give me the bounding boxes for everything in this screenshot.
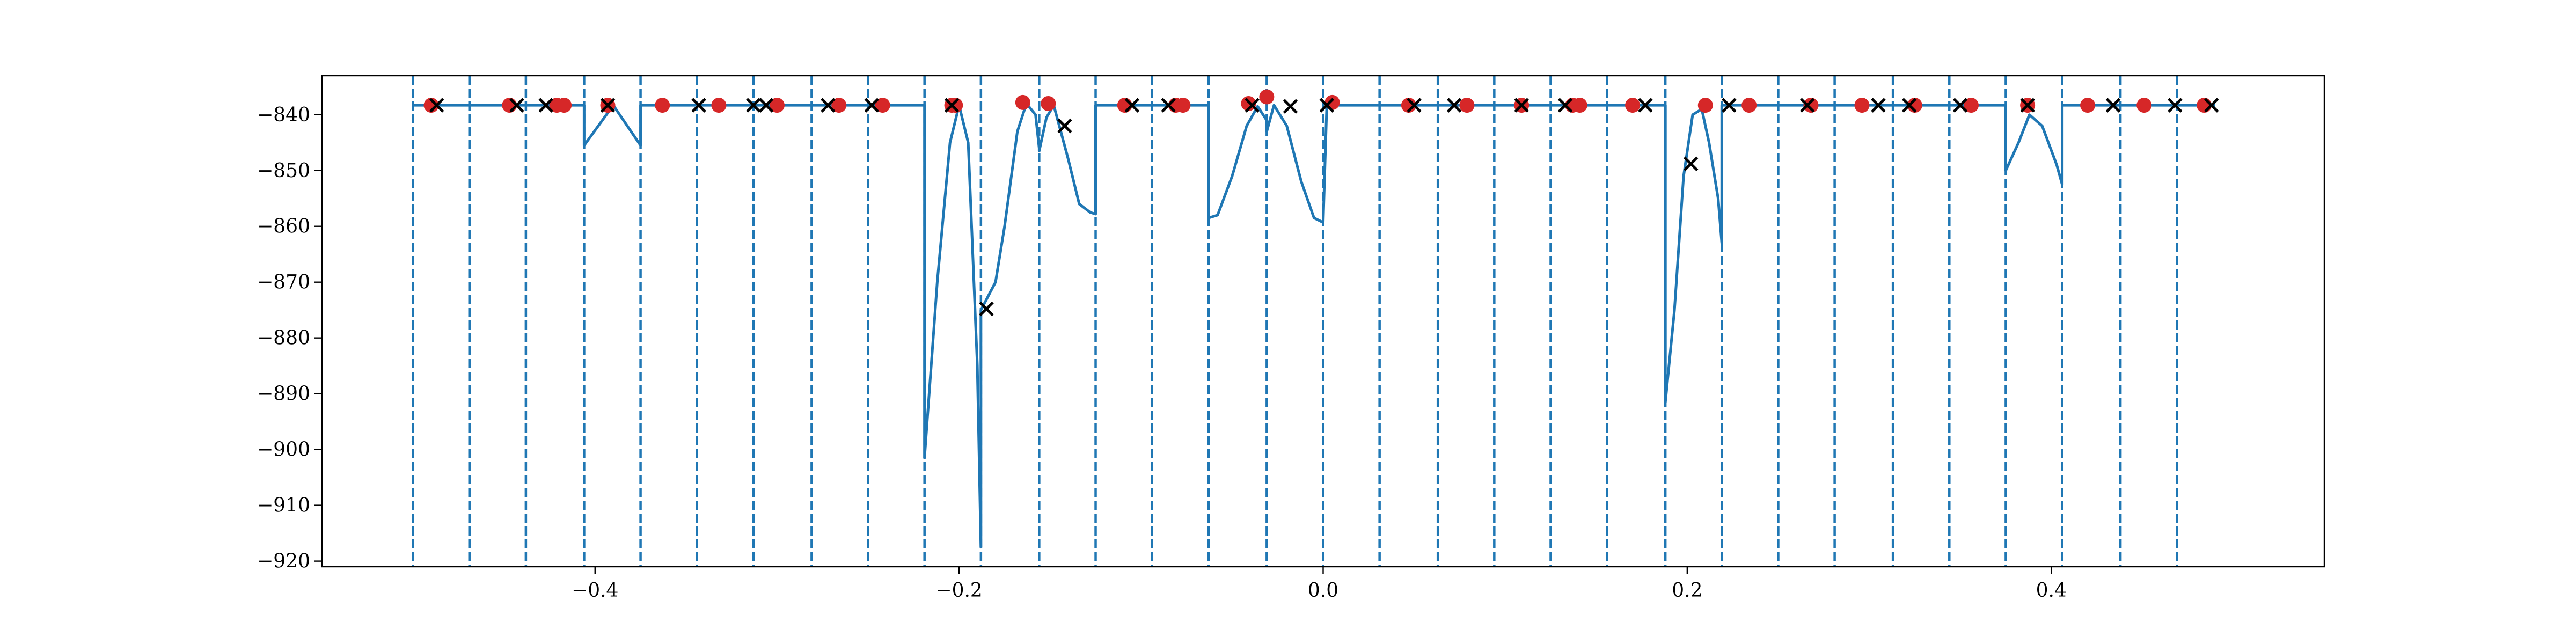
cross-point-19: [1514, 98, 1529, 113]
red-point-series: [423, 89, 2212, 113]
cross-point-22: [1683, 156, 1699, 172]
cross-point-series: [429, 98, 2219, 317]
red-point-24: [1572, 98, 1587, 113]
x-tick-label-0: −0.4: [572, 580, 618, 602]
cross-point-26: [1901, 98, 1917, 113]
cross-point-13: [1161, 98, 1176, 113]
red-point-14: [1117, 98, 1132, 113]
red-point-31: [1963, 98, 1979, 113]
y-tick-label-3: −870: [257, 272, 310, 294]
cross-point-11: [1057, 118, 1072, 134]
y-tick-label-4: −880: [257, 327, 310, 349]
cross-point-30: [2168, 98, 2183, 113]
red-point-28: [1803, 98, 1819, 113]
red-point-17: [1241, 96, 1256, 111]
cross-point-12: [1124, 98, 1140, 113]
y-tick-label-5: −890: [257, 383, 310, 405]
red-point-18: [1259, 89, 1275, 105]
red-point-3: [557, 98, 572, 113]
x-axis-ticks: −0.4 −0.2 0.0 0.2 0.4: [572, 567, 2067, 602]
cross-point-20: [1557, 98, 1573, 113]
cross-point-27: [1952, 98, 1968, 113]
red-point-25: [1625, 98, 1641, 113]
red-point-19: [1324, 94, 1340, 110]
red-point-9: [875, 98, 890, 113]
cross-point-4: [691, 98, 706, 113]
red-point-12: [1015, 94, 1030, 110]
red-point-34: [2136, 98, 2152, 113]
cross-point-10: [979, 301, 994, 317]
cross-point-23: [1722, 98, 1737, 113]
cross-point-16: [1319, 98, 1335, 113]
cross-point-8: [864, 98, 880, 113]
x-tick-label-3: 0.2: [1672, 580, 1702, 602]
cross-point-7: [821, 98, 836, 113]
cross-point-28: [2020, 98, 2035, 113]
red-point-13: [1041, 96, 1056, 111]
cross-point-31: [2204, 98, 2219, 113]
cross-point-1: [509, 98, 524, 113]
red-point-20: [1401, 98, 1416, 113]
y-tick-label-2: −860: [257, 216, 310, 238]
red-point-6: [711, 98, 727, 113]
y-tick-label-1: −850: [257, 160, 310, 182]
cross-point-9: [944, 98, 960, 113]
y-tick-label-0: −840: [257, 104, 310, 126]
red-point-21: [1459, 98, 1475, 113]
cross-point-25: [1871, 98, 1886, 113]
cross-point-14: [1245, 98, 1260, 113]
cross-point-29: [2105, 98, 2121, 113]
red-point-33: [2080, 98, 2096, 113]
cross-point-6: [758, 98, 774, 113]
red-point-29: [1854, 98, 1870, 113]
red-point-0: [423, 98, 439, 113]
x-tick-label-2: 0.0: [1308, 580, 1338, 602]
red-point-35: [2197, 98, 2212, 113]
red-point-8: [831, 98, 847, 113]
red-point-26: [1697, 98, 1713, 113]
y-axis-ticks: −840 −850 −860 −870 −880 −890 −900 −910 −920: [257, 104, 322, 573]
cross-point-21: [1638, 98, 1653, 113]
cross-point-3: [600, 98, 616, 113]
red-point-1: [502, 98, 517, 113]
red-point-16: [1175, 98, 1191, 113]
cross-point-2: [538, 98, 553, 113]
red-point-11: [948, 98, 963, 113]
red-point-30: [1907, 98, 1922, 113]
y-tick-label-6: −900: [257, 439, 310, 461]
y-tick-label-8: −920: [257, 551, 310, 573]
cross-point-5: [746, 98, 761, 113]
x-tick-label-4: 0.4: [2036, 580, 2067, 602]
cross-point-0: [429, 98, 444, 113]
curve-line: [413, 102, 2215, 549]
cross-point-18: [1446, 98, 1462, 113]
cross-point-15: [1283, 99, 1298, 114]
cross-point-17: [1407, 98, 1422, 113]
cross-point-24: [1799, 98, 1815, 113]
series-curve: [413, 102, 2215, 549]
vertical-divider-lines: [412, 76, 2178, 567]
x-tick-label-1: −0.2: [935, 580, 982, 602]
red-point-5: [655, 98, 670, 113]
red-point-27: [1741, 98, 1757, 113]
red-point-7: [769, 98, 785, 113]
y-tick-label-7: −910: [257, 495, 310, 517]
